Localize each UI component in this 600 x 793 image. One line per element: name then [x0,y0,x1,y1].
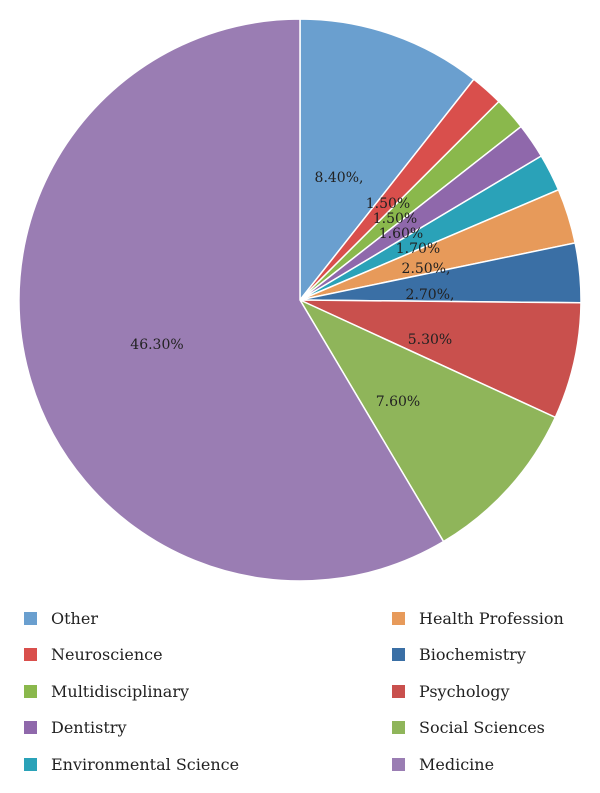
legend-swatch [392,648,405,661]
legend-item-neuroscience: Neuroscience [24,645,163,665]
legend-item-social-sciences: Social Sciences [392,718,545,738]
slice-label-environmental-science: 1.70% [396,241,440,257]
legend-swatch [24,611,37,625]
legend-item-environmental-science: Environmental Science [24,754,239,774]
chart-legend: Other Neuroscience Multidisciplinary Dentis… [0,600,600,793]
legend-item-psychology: Psychology [392,681,510,701]
legend-swatch [24,684,37,698]
slice-label-neuroscience: 1.50% [366,196,410,212]
pie-slice-medicine [18,18,445,582]
legend-label: Medicine [419,754,495,774]
legend-label: Neuroscience [51,645,163,664]
legend-label: Environmental Science [51,754,240,774]
pie-slice-social-sciences [298,298,557,543]
slice-label-other: 8.40%, [315,170,364,186]
legend-swatch [24,648,37,661]
legend-swatch [392,757,405,771]
slice-label-dentistry: 1.60% [379,226,423,242]
pie-slice-psychology [299,299,582,419]
slice-label-social-sciences: 7.60% [376,394,420,410]
legend-item-dentistry: Dentistry [24,718,126,738]
slice-label-multidisciplinary: 1.50% [373,211,417,227]
legend-swatch [24,721,37,734]
legend-item-other: Other [24,608,98,628]
legend-item-medicine: Medicine [392,754,494,774]
legend-label: Dentistry [51,718,127,737]
legend-item-multidisciplinary: Multidisciplinary [24,681,189,701]
slice-label-psychology: 5.30% [408,332,452,348]
legend-label: Other [51,608,98,628]
legend-label: Psychology [419,681,510,701]
legend-label: Health Profession [419,608,564,628]
slice-label-biochemistry: 2.70%, [406,287,455,303]
slice-label-medicine: 46.30% [130,337,183,353]
legend-swatch [392,611,405,625]
slice-label-health-profession: 2.50%, [402,261,451,277]
pie-chart: 8.40%,1.50%1.50%1.60%1.70%2.50%,2.70%,5.… [18,18,582,582]
legend-label: Multidisciplinary [51,681,190,701]
legend-swatch [392,721,405,734]
legend-swatch [392,684,405,698]
legend-label: Social Sciences [419,718,545,737]
legend-item-biochemistry: Biochemistry [392,645,526,665]
legend-item-health-profession: Health Profession [392,608,564,628]
legend-label: Biochemistry [419,645,526,664]
pie-slice-other [299,18,475,303]
legend-swatch [24,757,37,771]
